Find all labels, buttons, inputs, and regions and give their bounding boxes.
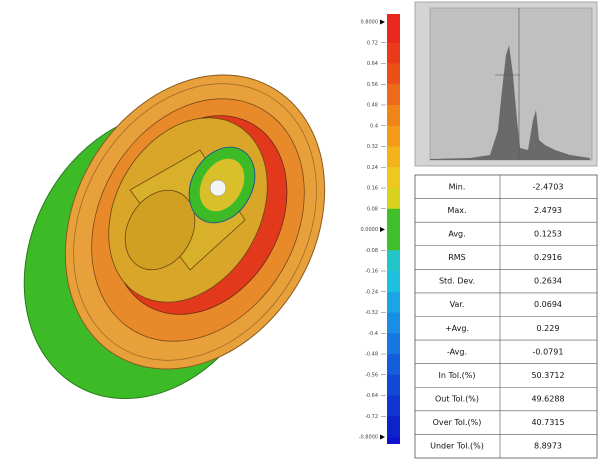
scale-cap xyxy=(387,437,400,444)
scale-label: 0.56 xyxy=(367,82,378,88)
stat-value: 0.2634 xyxy=(534,277,562,286)
scale-label: 0.8000 xyxy=(361,20,379,26)
scale-segment xyxy=(387,354,400,376)
stat-name: Max. xyxy=(447,206,466,215)
scale-arrow xyxy=(380,227,385,232)
scale-segment xyxy=(387,333,400,355)
stats-table: Min. -2.4703 Max. 2.4793 Avg. 0.1253 RMS 0.2916… xyxy=(414,174,598,459)
scale-label: -0.72 xyxy=(365,414,378,420)
scale-segment xyxy=(387,250,400,272)
scale-label: 0.48 xyxy=(367,103,378,109)
scale-cap xyxy=(387,14,400,22)
scale-segment xyxy=(387,167,400,189)
stat-name: Min. xyxy=(449,182,466,191)
stat-value: 40.7315 xyxy=(531,418,564,427)
stat-value: 50.3712 xyxy=(531,371,564,380)
stat-value: 0.0694 xyxy=(534,300,562,309)
scale-segment xyxy=(387,291,400,313)
scale-label: -0.64 xyxy=(365,393,378,399)
scale-segment xyxy=(387,63,400,85)
stat-value: 2.4793 xyxy=(534,206,562,215)
stat-name: -Avg. xyxy=(447,347,467,356)
scale-arrow xyxy=(380,434,385,440)
scale-arrow xyxy=(380,19,385,25)
scale-segment xyxy=(387,208,400,230)
stat-value: -0.0791 xyxy=(533,347,564,356)
scale-segment xyxy=(387,125,400,147)
scale-segment xyxy=(387,84,400,106)
scale-label: 0.4 xyxy=(370,123,378,129)
stat-name: Over Tol.(%) xyxy=(433,418,482,427)
pulley-model xyxy=(23,74,326,400)
scale-label: 0.16 xyxy=(367,186,378,192)
scale-segment xyxy=(387,395,400,417)
scale-label: -0.48 xyxy=(365,352,378,358)
scale-label: 0.24 xyxy=(367,165,378,171)
scale-label: -0.16 xyxy=(365,269,378,275)
stat-value: 49.6288 xyxy=(531,395,564,404)
stat-value: 0.2916 xyxy=(534,253,562,262)
scale-label: 0.72 xyxy=(367,40,378,46)
color-scale: 0.8000 0.72 0.64 0.56 0.48 0.4 0.32 0.24 0.16 0.0… xyxy=(359,14,400,444)
stat-value: 0.229 xyxy=(537,324,560,333)
stat-value: 8.8973 xyxy=(534,442,562,451)
stat-name: Var. xyxy=(450,300,465,309)
scale-segment xyxy=(387,105,400,127)
scale-segment xyxy=(387,188,400,210)
stat-name: RMS xyxy=(448,253,466,262)
stat-name: Out Tol.(%) xyxy=(435,395,479,404)
scale-label: -0.08 xyxy=(365,248,378,254)
scale-segment xyxy=(387,374,400,396)
stat-value: -2.4703 xyxy=(533,182,564,191)
scale-label: -0.56 xyxy=(365,372,378,378)
scale-segment xyxy=(387,271,400,293)
stat-name: Std. Dev. xyxy=(439,277,475,286)
scale-label: -0.24 xyxy=(365,289,378,295)
scale-segment xyxy=(387,229,400,251)
scale-segment xyxy=(387,312,400,334)
scale-label: 0.0000 xyxy=(361,227,379,233)
scale-segment xyxy=(387,22,400,44)
stat-name: Avg. xyxy=(448,229,465,238)
scale-label: 0.08 xyxy=(367,206,378,212)
stat-name: In Tol.(%) xyxy=(438,371,475,380)
histogram-panel xyxy=(414,1,598,167)
scale-label: -0.8000 xyxy=(359,435,378,441)
stat-value: 0.1253 xyxy=(534,229,562,238)
scale-label: 0.32 xyxy=(367,144,378,150)
scale-label: -0.4 xyxy=(368,331,378,337)
scale-label: -0.32 xyxy=(365,310,378,316)
scale-segment xyxy=(387,42,400,64)
stat-name: +Avg. xyxy=(445,324,469,333)
scale-label: 0.64 xyxy=(367,61,378,67)
scale-segment xyxy=(387,146,400,168)
scale-segment xyxy=(387,416,400,438)
stat-name: Under Tol.(%) xyxy=(430,442,484,451)
